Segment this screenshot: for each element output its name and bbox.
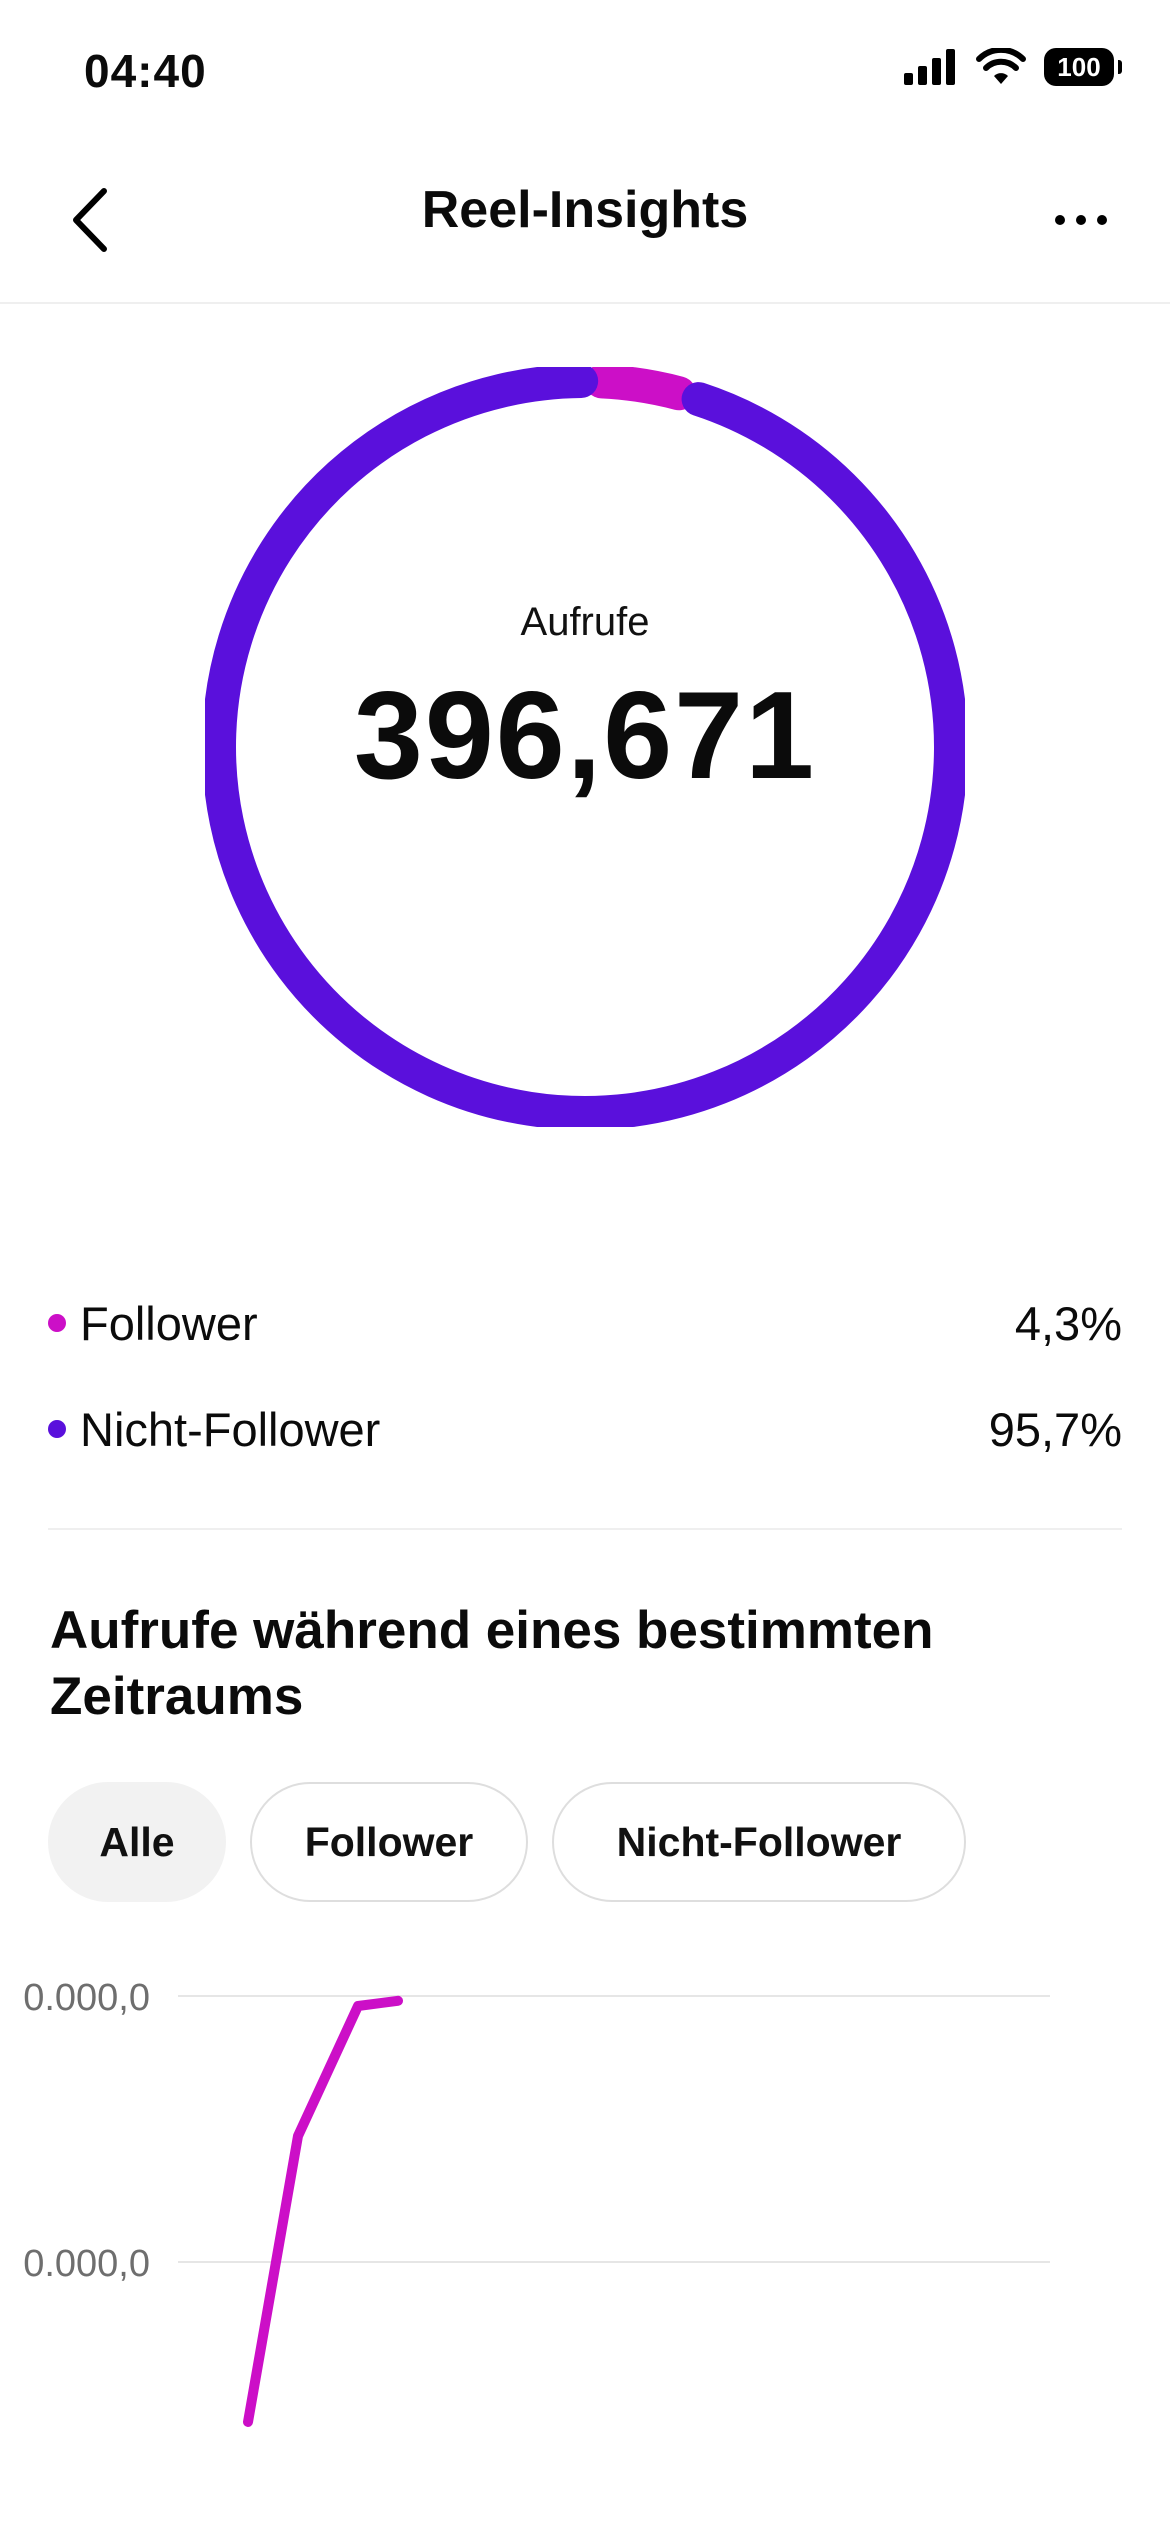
views-label: Aufrufe bbox=[520, 600, 650, 644]
views-donut-chart bbox=[202, 364, 968, 1130]
donut-segment-non-follower bbox=[202, 364, 968, 1130]
views-over-time-chart: 0.000,0 0.000,0 bbox=[0, 1940, 1170, 2532]
donut-center: Aufrufe 396,671 bbox=[205, 600, 965, 807]
status-icons: 100 bbox=[904, 48, 1122, 86]
section-divider bbox=[48, 1528, 1122, 1530]
y-tick-label: 0.000,0 bbox=[23, 1977, 150, 2019]
filter-chips: Alle Follower Nicht-Follower bbox=[48, 1782, 966, 1902]
audience-legend: Follower 4,3% Nicht-Follower 95,7% bbox=[48, 1270, 1122, 1482]
series-line bbox=[243, 1995, 403, 2427]
line-chart-svg: 0.000,0 0.000,0 bbox=[23, 1977, 1050, 2427]
back-button[interactable] bbox=[50, 170, 130, 270]
battery-icon: 100 bbox=[1044, 48, 1122, 86]
legend-label: Nicht-Follower bbox=[80, 1402, 381, 1456]
wifi-icon bbox=[976, 48, 1026, 84]
status-bar: 04:40 100 bbox=[0, 0, 1170, 140]
filter-follower-chip[interactable]: Follower bbox=[250, 1782, 528, 1902]
page-title: Reel-Insights bbox=[421, 181, 749, 239]
filter-all-chip[interactable]: Alle bbox=[48, 1782, 226, 1902]
more-options-button[interactable] bbox=[1046, 180, 1116, 260]
legend-row-follower: Follower 4,3% bbox=[48, 1270, 1122, 1376]
views-count: 396,671 bbox=[353, 667, 817, 805]
filter-non-follower-chip[interactable]: Nicht-Follower bbox=[552, 1782, 966, 1902]
chevron-left-icon bbox=[73, 188, 107, 252]
legend-value: 4,3% bbox=[1014, 1296, 1122, 1350]
follower-dot-icon bbox=[48, 1314, 66, 1332]
cellular-signal-icon bbox=[904, 49, 955, 85]
battery-level: 100 bbox=[1057, 51, 1101, 82]
legend-row-non-follower: Nicht-Follower 95,7% bbox=[48, 1376, 1122, 1482]
legend-label: Follower bbox=[80, 1296, 258, 1350]
status-time: 04:40 bbox=[84, 45, 207, 97]
section-title: Aufrufe während eines bestimmten Zeitrau… bbox=[50, 1601, 934, 1726]
y-tick-label: 0.000,0 bbox=[23, 2243, 150, 2285]
top-app-bar: Reel-Insights bbox=[0, 140, 1170, 304]
legend-value: 95,7% bbox=[988, 1402, 1122, 1456]
donut-svg bbox=[202, 364, 968, 1130]
donut-segment-follower bbox=[584, 364, 696, 411]
more-horizontal-icon bbox=[1055, 215, 1107, 225]
non-follower-dot-icon bbox=[48, 1420, 66, 1438]
